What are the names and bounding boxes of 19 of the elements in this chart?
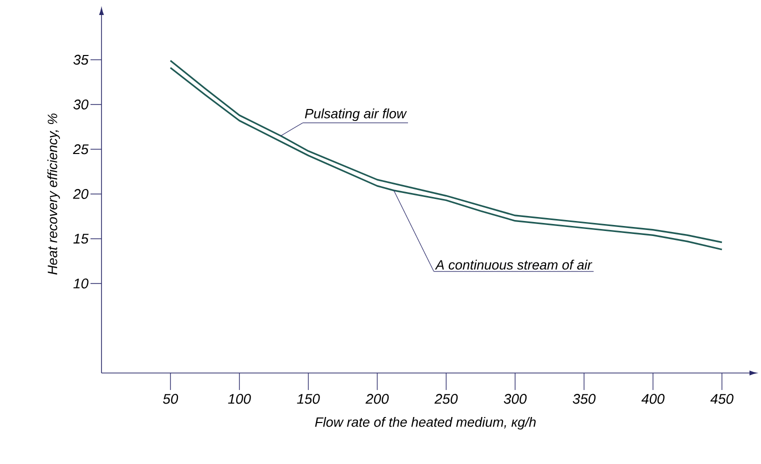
- x-tick-label: 250: [434, 394, 458, 404]
- x-tick-label: 450: [710, 394, 734, 404]
- x-tick-label: 350: [572, 394, 596, 404]
- y-axis-title: Heat recovery efficiency, %: [47, 114, 60, 275]
- x-tick-label: 200: [366, 394, 389, 404]
- x-tick-label: 50: [162, 394, 178, 404]
- x-tick-label: 300: [504, 394, 527, 404]
- x-tick-label: 100: [228, 394, 251, 404]
- y-tick-label: 15: [73, 234, 89, 244]
- y-tick-label: 35: [73, 54, 89, 65]
- x-axis-title: Flow rate of the heated medium, кg/h: [315, 416, 536, 430]
- x-tick-label: 400: [641, 394, 665, 404]
- y-tick-label: 20: [72, 189, 88, 199]
- text: A continuous stream of air: [434, 260, 592, 270]
- y-tick-label: 30: [73, 100, 88, 110]
- y-tick-label: 10: [73, 278, 88, 288]
- y-tick-label: 25: [72, 144, 89, 154]
- x-tick-label: 150: [297, 394, 320, 404]
- series-label: Pulsating air flow: [304, 108, 407, 122]
